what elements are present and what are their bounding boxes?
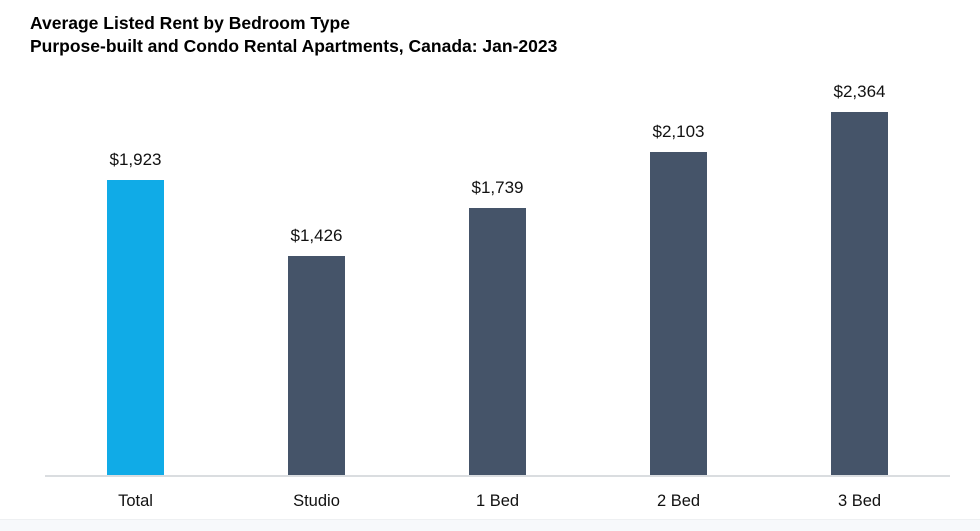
chart-subtitle: Purpose-built and Condo Rental Apartment… <box>30 36 558 56</box>
bar-group-studio: $1,426 <box>226 85 407 475</box>
chart-title-block: Average Listed Rent by Bedroom Type Purp… <box>30 12 557 58</box>
value-label-total: $1,923 <box>109 150 162 169</box>
value-label-1bed: $1,739 <box>471 178 524 197</box>
x-axis: Total Studio 1 Bed 2 Bed 3 Bed <box>45 479 950 511</box>
bar-group-2bed: $2,103 <box>588 85 769 475</box>
bar-total <box>107 180 164 475</box>
x-label-total: Total <box>118 492 153 510</box>
bar-group-3bed: $2,364 <box>769 82 950 475</box>
plot-area: $1,923 $1,426 $1,739 $2,103 $2,364 <box>45 82 950 477</box>
value-label-2bed: $2,103 <box>652 122 705 141</box>
bar-2bed <box>650 152 707 475</box>
value-label-3bed: $2,364 <box>833 82 886 101</box>
bar-studio <box>288 256 345 475</box>
bar-3bed <box>831 112 888 475</box>
x-label-3bed: 3 Bed <box>837 492 882 510</box>
x-label-2bed: 2 Bed <box>656 492 701 510</box>
value-label-studio: $1,426 <box>290 226 343 245</box>
chart-title: Average Listed Rent by Bedroom Type <box>30 13 350 33</box>
x-label-1bed: 1 Bed <box>475 492 520 510</box>
bar-1bed <box>469 208 526 475</box>
footer-strip <box>0 519 980 531</box>
bar-group-1bed: $1,739 <box>407 85 588 475</box>
bar-group-total: $1,923 <box>45 85 226 475</box>
x-label-studio: Studio <box>293 492 340 510</box>
